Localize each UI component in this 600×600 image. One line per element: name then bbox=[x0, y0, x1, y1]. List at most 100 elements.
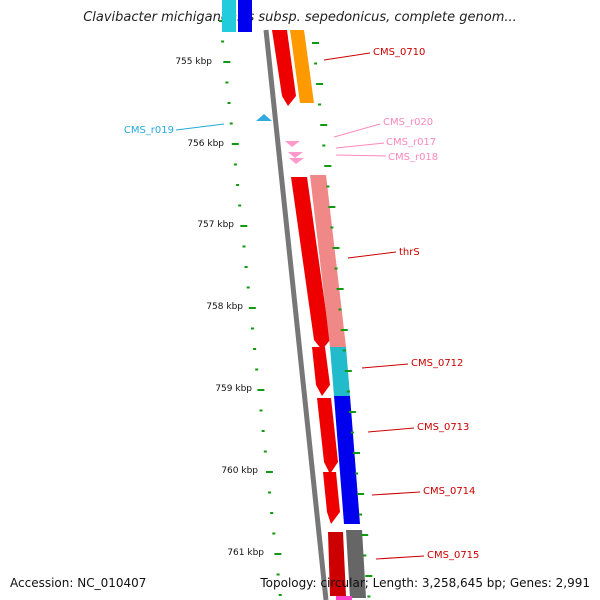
scale-dot bbox=[221, 40, 225, 43]
scale-dot bbox=[263, 450, 267, 453]
gc-dot bbox=[312, 42, 319, 44]
callout-line-cms-r019 bbox=[175, 123, 225, 131]
scale-dot bbox=[240, 225, 248, 227]
top-block-blue bbox=[238, 0, 252, 32]
gc-dot bbox=[359, 513, 363, 516]
gc-dot bbox=[316, 83, 324, 85]
gc-dot bbox=[326, 185, 330, 188]
scale-dot bbox=[278, 594, 282, 596]
label-cms0713: CMS_0713 bbox=[417, 422, 469, 433]
gc-dot bbox=[328, 206, 336, 208]
scale-dot bbox=[274, 553, 282, 555]
gc-dot bbox=[367, 595, 371, 598]
top-block-cyan bbox=[222, 0, 236, 32]
gc-dot bbox=[348, 411, 356, 413]
label-cms-r020: CMS_r020 bbox=[383, 117, 433, 128]
gc-dot bbox=[314, 62, 318, 65]
scale-dot bbox=[261, 430, 265, 432]
callout-line-cms-r020 bbox=[333, 123, 381, 138]
gc-dot bbox=[344, 370, 352, 372]
scale-dot bbox=[248, 307, 256, 309]
genome-summary-text: Topology: circular; Length: 3,258,645 bp… bbox=[260, 576, 590, 590]
scale-dot bbox=[272, 532, 276, 535]
scale-dot bbox=[233, 163, 237, 166]
gc-dot bbox=[346, 390, 350, 393]
outer-gc-track bbox=[312, 42, 373, 598]
bottom-pink-mark bbox=[336, 596, 352, 600]
gc-dot bbox=[350, 431, 354, 434]
gc-dot bbox=[340, 329, 348, 331]
scale-dot bbox=[223, 61, 231, 63]
cds-red-4 bbox=[317, 398, 338, 474]
scale-dot bbox=[227, 102, 231, 104]
map-title: Clavibacter michiganensis subsp. sepedon… bbox=[83, 10, 517, 25]
feature-block-thrs bbox=[310, 175, 346, 347]
gc-dot bbox=[334, 267, 338, 270]
axis-tick-label: 761 kbp bbox=[227, 548, 264, 558]
callout-line-cms-r018 bbox=[335, 154, 387, 157]
scale-dot bbox=[253, 348, 257, 350]
gc-dot bbox=[353, 452, 360, 454]
feature-cms-r019 bbox=[256, 114, 272, 121]
callout-line-cms0710 bbox=[323, 52, 371, 61]
scale-dot bbox=[255, 368, 259, 371]
scale-dot bbox=[219, 20, 222, 22]
scale-dot bbox=[231, 143, 239, 145]
gc-dot bbox=[363, 554, 367, 557]
axis-tick-label: 756 kbp bbox=[187, 139, 224, 149]
cds-red-6 bbox=[328, 532, 346, 596]
gc-dot bbox=[332, 247, 340, 249]
callout-line-cms0713 bbox=[367, 427, 415, 433]
scale-dot bbox=[259, 409, 263, 412]
scale-dot bbox=[246, 286, 250, 289]
scale-dot bbox=[236, 184, 240, 186]
genome-backbone bbox=[263, 29, 329, 600]
axis-tick-label: 755 kbp bbox=[175, 57, 212, 67]
scale-dot bbox=[270, 512, 274, 514]
axis-tick-label: 758 kbp bbox=[206, 302, 243, 312]
callout-line-cms0715 bbox=[375, 555, 425, 560]
callout-line-cms0714 bbox=[371, 491, 421, 496]
callout-line-cms-r017 bbox=[335, 142, 385, 149]
scale-dot bbox=[257, 389, 265, 391]
gc-dot bbox=[322, 144, 326, 147]
scale-dot bbox=[242, 245, 246, 248]
label-cms-r019: CMS_r019 bbox=[124, 125, 174, 136]
gc-dot bbox=[355, 472, 359, 475]
cds-red-1 bbox=[272, 30, 296, 106]
accession-text: Accession: NC_010407 bbox=[10, 576, 147, 590]
gc-dot bbox=[324, 165, 332, 167]
cds-red-3 bbox=[312, 347, 330, 396]
scale-dot bbox=[265, 471, 273, 473]
gc-dot bbox=[361, 534, 369, 536]
gc-dot bbox=[357, 493, 365, 495]
label-cms-r017: CMS_r017 bbox=[386, 137, 436, 148]
callout-line-thrs bbox=[347, 251, 397, 259]
scale-dot bbox=[276, 573, 280, 576]
scale-dot bbox=[225, 81, 229, 84]
axis-tick-label: 757 kbp bbox=[197, 220, 234, 230]
feature-block-cms0713-0714 bbox=[334, 396, 360, 524]
inner-scale-track bbox=[219, 20, 282, 596]
feature-cms-r020 bbox=[285, 141, 300, 147]
feature-block-cms0715 bbox=[346, 530, 366, 598]
gc-dot bbox=[318, 103, 322, 106]
label-cms0715: CMS_0715 bbox=[427, 550, 479, 561]
label-cms-r018: CMS_r018 bbox=[388, 152, 438, 163]
cds-red-2 bbox=[291, 177, 330, 350]
gc-dot bbox=[330, 226, 334, 229]
gc-dot bbox=[320, 124, 328, 126]
label-thrs: thrS bbox=[399, 247, 420, 258]
scale-dot bbox=[251, 327, 254, 330]
scale-dot bbox=[229, 122, 233, 125]
gc-dot bbox=[336, 288, 344, 290]
gc-dot bbox=[338, 308, 342, 311]
gc-dot bbox=[342, 349, 346, 352]
feature-block-cms0710 bbox=[290, 30, 314, 103]
label-cms0712: CMS_0712 bbox=[411, 358, 463, 369]
scale-dot bbox=[244, 266, 248, 268]
callout-line-cms0712 bbox=[361, 363, 409, 369]
label-cms0710: CMS_0710 bbox=[373, 47, 425, 58]
feature-cms-r018 bbox=[289, 158, 304, 164]
